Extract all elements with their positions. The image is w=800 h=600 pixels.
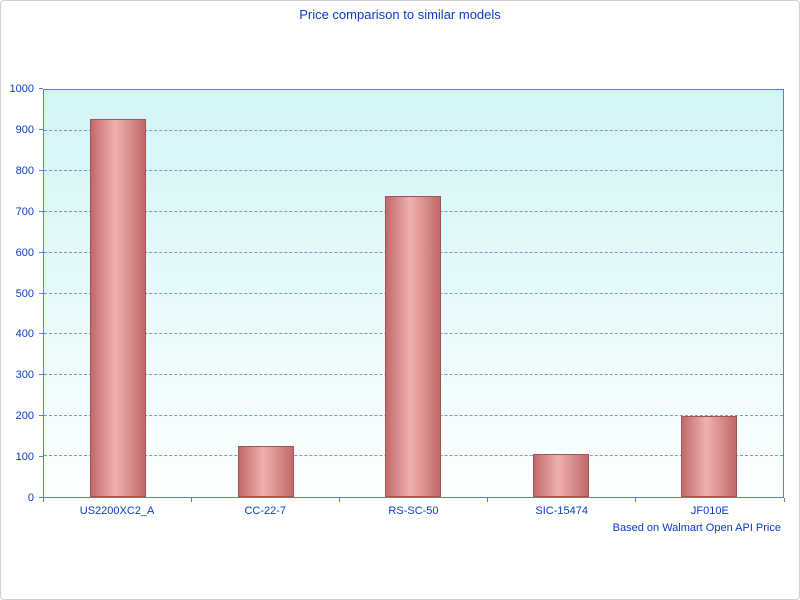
- y-axis-label: 0: [27, 492, 34, 504]
- y-axis-label: 100: [15, 451, 34, 464]
- bar-column: [192, 90, 340, 497]
- y-axis-label: 600: [15, 246, 34, 259]
- x-axis-tick: [338, 498, 340, 502]
- bar-column: [44, 90, 192, 497]
- y-axis-tick: [39, 128, 43, 130]
- bar: [385, 195, 442, 497]
- bar: [89, 118, 146, 497]
- category-label: JF010E: [690, 505, 729, 517]
- y-axis-tick: [39, 415, 43, 417]
- y-axis-label: 1000: [9, 83, 34, 95]
- x-axis-ticks: [42, 498, 785, 502]
- y-axis-label: 300: [15, 369, 34, 382]
- x-axis-tick: [42, 498, 44, 502]
- y-axis-label: 500: [15, 287, 34, 300]
- y-axis-label: 700: [15, 205, 34, 218]
- y-axis-tick: [39, 210, 43, 212]
- y-axis-tick: [39, 333, 43, 335]
- y-axis-label: 900: [15, 123, 34, 136]
- y-axis-label: 400: [15, 328, 34, 341]
- x-axis-tick: [635, 498, 637, 502]
- category-label: SIC-15474: [535, 505, 588, 517]
- y-axis-tick: [39, 374, 43, 376]
- bar: [237, 446, 294, 497]
- y-axis-tick: [39, 88, 43, 89]
- y-axis-tick: [39, 497, 43, 498]
- gridline: [44, 129, 783, 131]
- bar: [681, 416, 738, 497]
- chart-title: Price comparison to similar models: [299, 7, 501, 22]
- y-axis: 0 100 200 300 400 500 600 700 800 900 1000: [1, 83, 43, 504]
- gridline: [44, 170, 783, 172]
- x-axis-tick: [783, 498, 785, 502]
- bar-column: [487, 90, 635, 497]
- category-label: RS-SC-50: [388, 505, 439, 517]
- category-label: CC-22-7: [244, 505, 287, 517]
- bar: [533, 454, 590, 497]
- x-axis-labels: US2200XC2_A CC-22-7 RS-SC-50 SIC-15474 JF010…: [43, 505, 784, 521]
- x-axis-tick: [487, 498, 489, 502]
- y-axis-tick: [39, 169, 43, 171]
- y-axis-tick: [39, 251, 43, 253]
- y-axis-label: 800: [15, 164, 34, 177]
- x-axis-tick: [190, 498, 192, 502]
- y-axis-label: 200: [15, 410, 34, 423]
- y-axis-tick: [39, 292, 43, 294]
- chart-footnote: Based on Walmart Open API Price: [612, 522, 781, 534]
- bar-column: [635, 90, 783, 497]
- plot-area: [43, 89, 784, 498]
- bar-column: [340, 90, 488, 497]
- y-axis-tick: [39, 456, 43, 458]
- category-label: US2200XC2_A: [79, 505, 155, 517]
